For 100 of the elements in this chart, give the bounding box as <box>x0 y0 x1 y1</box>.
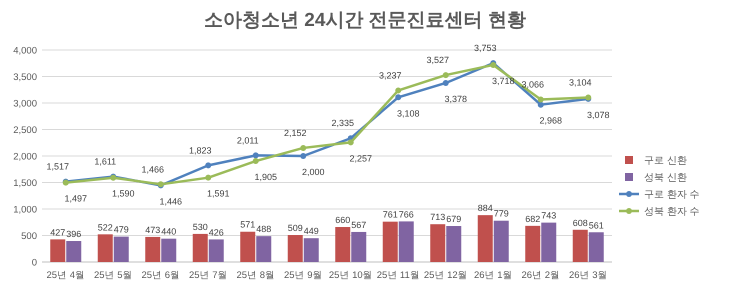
data-label: 3,718 <box>492 76 515 86</box>
bar <box>335 227 350 262</box>
data-label: 682 <box>525 214 540 224</box>
point <box>442 80 449 86</box>
data-label: 479 <box>114 224 129 235</box>
data-label: 679 <box>446 214 462 224</box>
bar <box>192 234 208 262</box>
y-tick-label: 2,000 <box>13 152 37 162</box>
y-tick-label: 3,000 <box>13 98 37 110</box>
x-tick-label: 25년 9월 <box>284 270 322 281</box>
bar <box>351 232 366 262</box>
data-label: 2,152 <box>284 128 307 138</box>
bar <box>288 235 303 262</box>
x-tick-label: 25년 11월 <box>376 270 420 281</box>
x-tick-label: 26년 1월 <box>474 270 512 281</box>
x-tick-label: 26년 2월 <box>522 270 560 281</box>
data-label: 1,497 <box>64 194 88 204</box>
data-label: 1,611 <box>94 156 116 167</box>
point <box>442 72 449 78</box>
x-tick-label: 25년 8월 <box>236 270 275 281</box>
bar <box>382 222 398 262</box>
x-tick-label: 25년 6월 <box>142 270 180 281</box>
data-label: 3,104 <box>568 77 592 88</box>
data-label: 473 <box>145 224 160 235</box>
data-label: 396 <box>66 229 82 240</box>
bar <box>50 239 66 262</box>
bar <box>66 241 82 262</box>
point <box>348 139 354 146</box>
data-label: 713 <box>430 212 446 222</box>
data-label: 530 <box>192 222 208 232</box>
point <box>252 158 259 164</box>
point <box>395 94 402 100</box>
data-label: 779 <box>494 208 509 219</box>
bar <box>161 238 176 262</box>
y-tick-label: 500 <box>21 231 37 242</box>
point <box>395 87 402 94</box>
data-label: 2,000 <box>302 167 325 177</box>
data-label: 608 <box>572 218 588 228</box>
x-tick-label: 25년 4월 <box>46 270 85 281</box>
data-label: 1,517 <box>46 162 70 172</box>
point <box>252 152 259 158</box>
data-label: 884 <box>478 203 493 214</box>
point <box>300 144 306 151</box>
data-label: 1,446 <box>159 196 182 206</box>
data-label: 522 <box>98 222 113 232</box>
data-label: 3,078 <box>586 110 610 120</box>
data-label: 1,905 <box>254 172 278 182</box>
data-label: 488 <box>256 224 272 234</box>
data-label: 3,066 <box>521 80 544 90</box>
data-label: 571 <box>240 220 256 230</box>
data-label: 3,237 <box>378 70 402 80</box>
y-tick-label: 1,500 <box>13 178 37 189</box>
bar <box>398 221 414 262</box>
legend-label: 성북 신환 <box>644 172 687 184</box>
data-label: 660 <box>335 215 350 226</box>
y-tick-label: 2,500 <box>13 125 37 136</box>
bar <box>446 226 462 262</box>
legend-label: 구로 환자 수 <box>644 190 700 200</box>
point <box>300 153 306 159</box>
x-tick-label: 25년 7월 <box>189 270 228 281</box>
data-label: 766 <box>398 209 414 220</box>
bar <box>98 234 113 262</box>
bar <box>256 236 272 262</box>
data-label: 2,335 <box>331 118 354 128</box>
y-tick-label: 1,000 <box>13 204 37 216</box>
data-label: 2,011 <box>236 135 259 146</box>
bar <box>114 236 129 262</box>
data-label: 2,257 <box>349 153 372 164</box>
data-label: 1,590 <box>112 188 135 199</box>
y-tick-label: 3,500 <box>13 72 37 83</box>
data-label: 440 <box>161 226 176 237</box>
bar <box>478 215 493 262</box>
x-tick-label: 25년 12월 <box>424 270 468 281</box>
chart-title: 소아청소년 24시간 전문진료센터 현황 <box>204 10 526 31</box>
data-label: 3,527 <box>426 55 450 66</box>
y-tick-label: 0 <box>32 258 37 268</box>
bar <box>208 239 224 262</box>
bar <box>494 220 509 262</box>
bar <box>145 236 160 262</box>
data-label: 2,968 <box>539 116 562 126</box>
data-label: 761 <box>382 210 398 220</box>
legend-label: 구로 신환 <box>644 156 687 166</box>
data-label: 561 <box>588 220 604 230</box>
data-label: 1,466 <box>141 164 164 174</box>
data-label: 426 <box>208 227 224 238</box>
data-label: 1,591 <box>206 188 230 199</box>
x-tick-label: 26년 3월 <box>569 270 608 281</box>
x-tick-label: 25년 10월 <box>328 270 373 281</box>
data-label: 509 <box>288 223 303 234</box>
bar <box>304 238 319 262</box>
data-label: 3,108 <box>396 108 420 118</box>
data-label: 567 <box>351 220 366 230</box>
data-label: 1,823 <box>188 145 212 156</box>
bar <box>525 226 540 262</box>
point <box>205 174 212 181</box>
data-label: 3,378 <box>444 94 468 104</box>
x-tick-label: 25년 5월 <box>94 270 132 281</box>
data-label: 449 <box>304 226 319 236</box>
bar <box>588 232 604 262</box>
bar <box>430 224 446 262</box>
